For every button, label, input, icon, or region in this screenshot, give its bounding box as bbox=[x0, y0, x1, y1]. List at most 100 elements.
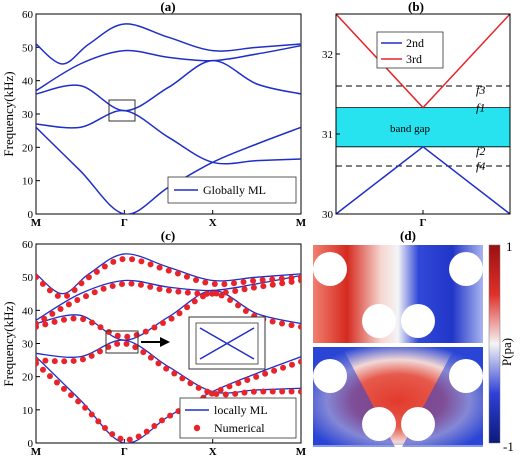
numerical-point bbox=[184, 304, 191, 311]
panel-a-band-2 bbox=[36, 109, 301, 165]
legend-3rd: 3rd bbox=[406, 52, 422, 66]
numerical-point bbox=[142, 328, 149, 335]
panel-c-xtick-label: Γ bbox=[121, 446, 128, 457]
numerical-point bbox=[118, 281, 125, 288]
numerical-point bbox=[232, 390, 239, 397]
panel-a-band-4 bbox=[36, 44, 301, 92]
numerical-point bbox=[105, 329, 112, 336]
numerical-point bbox=[75, 398, 82, 405]
numerical-point bbox=[241, 286, 248, 293]
numerical-point bbox=[193, 276, 200, 283]
panel-a-legend-label: Globally ML bbox=[203, 183, 266, 197]
numerical-point bbox=[109, 431, 116, 438]
numerical-point bbox=[60, 316, 67, 323]
panel-c-ticks: 0 10 20 30 40 50 60 M Γ X M bbox=[22, 239, 307, 457]
numerical-point bbox=[97, 324, 104, 331]
numerical-point bbox=[39, 366, 46, 373]
numerical-point bbox=[101, 263, 108, 270]
panel-c-label: (c) bbox=[161, 228, 175, 243]
panel-c-xtick-label: X bbox=[209, 446, 217, 457]
numerical-point bbox=[140, 349, 147, 356]
numerical-point bbox=[221, 281, 228, 288]
numerical-point bbox=[211, 281, 218, 288]
numerical-point bbox=[95, 418, 102, 425]
numerical-point bbox=[262, 370, 269, 377]
numerical-point bbox=[83, 293, 90, 300]
panel-a-ylabel: Frequency(kHz) bbox=[1, 71, 16, 156]
numerical-point bbox=[240, 279, 247, 286]
numerical-point bbox=[151, 324, 158, 331]
numerical-point bbox=[191, 298, 198, 305]
numerical-point bbox=[147, 261, 154, 268]
numerical-point bbox=[269, 276, 276, 283]
panel-a-ytick-label: 30 bbox=[22, 109, 34, 121]
numerical-point bbox=[269, 318, 276, 325]
panel-c-ytick-label: 50 bbox=[22, 272, 34, 284]
panel-d-label: (d) bbox=[400, 228, 416, 243]
numerical-point bbox=[288, 388, 295, 395]
numerical-point bbox=[171, 370, 178, 377]
numerical-point bbox=[147, 354, 154, 361]
numerical-point bbox=[102, 425, 109, 432]
numerical-point bbox=[119, 256, 126, 263]
numerical-point bbox=[184, 289, 191, 296]
numerical-point bbox=[203, 290, 210, 297]
panel-b-legend: 2nd 3rd bbox=[376, 31, 444, 69]
numerical-point bbox=[202, 279, 209, 286]
numerical-point bbox=[57, 306, 64, 313]
numerical-point bbox=[222, 391, 229, 398]
panel-a-legend: Globally ML bbox=[167, 176, 297, 204]
numerical-point bbox=[271, 367, 278, 374]
panel-a-ytick-label: 10 bbox=[22, 176, 34, 188]
panel-a-xtick-label: X bbox=[209, 217, 217, 229]
numerical-point bbox=[36, 357, 39, 364]
legend-2nd: 2nd bbox=[406, 36, 424, 50]
numerical-point bbox=[36, 320, 39, 327]
panel-b-ytick-label: 30 bbox=[322, 209, 334, 221]
numerical-point bbox=[213, 390, 220, 397]
numerical-point bbox=[165, 287, 172, 294]
numerical-point bbox=[204, 388, 211, 395]
numerical-point bbox=[65, 301, 72, 308]
numerical-point bbox=[176, 310, 183, 317]
numerical-point bbox=[46, 373, 53, 380]
numerical-point bbox=[183, 273, 190, 280]
numerical-point bbox=[222, 289, 229, 296]
numerical-point bbox=[244, 377, 251, 384]
panel-a-label: (a) bbox=[160, 0, 175, 14]
numerical-point bbox=[60, 385, 67, 392]
numerical-point bbox=[218, 292, 225, 299]
panel-c-ytick-label: 40 bbox=[22, 305, 34, 317]
panel-c-ytick-label: 60 bbox=[22, 239, 34, 251]
numerical-point bbox=[41, 315, 48, 322]
numerical-point bbox=[156, 264, 163, 271]
numerical-point bbox=[93, 268, 100, 275]
numerical-point bbox=[88, 411, 95, 418]
numerical-point bbox=[129, 256, 136, 263]
panel-b-ytick-label: 32 bbox=[322, 49, 333, 61]
numerical-point bbox=[138, 258, 145, 265]
numerical-point bbox=[89, 319, 96, 326]
panel-b-label: (b) bbox=[408, 0, 424, 14]
panel-a-ytick-label: 50 bbox=[22, 42, 34, 54]
numerical-point bbox=[227, 296, 234, 303]
numerical-point bbox=[51, 318, 58, 325]
colorbar-min: -1 bbox=[503, 439, 514, 454]
numerical-point bbox=[289, 361, 296, 368]
numerical-point bbox=[85, 274, 92, 281]
numerical-point bbox=[80, 316, 87, 323]
numerical-point bbox=[74, 297, 81, 304]
numerical-point bbox=[298, 388, 301, 395]
numerical-point bbox=[88, 352, 95, 359]
numerical-point bbox=[235, 380, 242, 387]
panel-c-xtick-label: M bbox=[31, 446, 42, 457]
numerical-point bbox=[165, 267, 172, 274]
numerical-point bbox=[79, 356, 86, 363]
numerical-point bbox=[250, 388, 257, 395]
numerical-point bbox=[250, 277, 257, 284]
panel-c-legend: locally ML Numerical bbox=[179, 397, 297, 439]
numerical-point bbox=[123, 340, 130, 347]
numerical-point bbox=[279, 280, 286, 287]
numerical-point bbox=[96, 348, 103, 355]
numerical-point bbox=[135, 433, 142, 440]
